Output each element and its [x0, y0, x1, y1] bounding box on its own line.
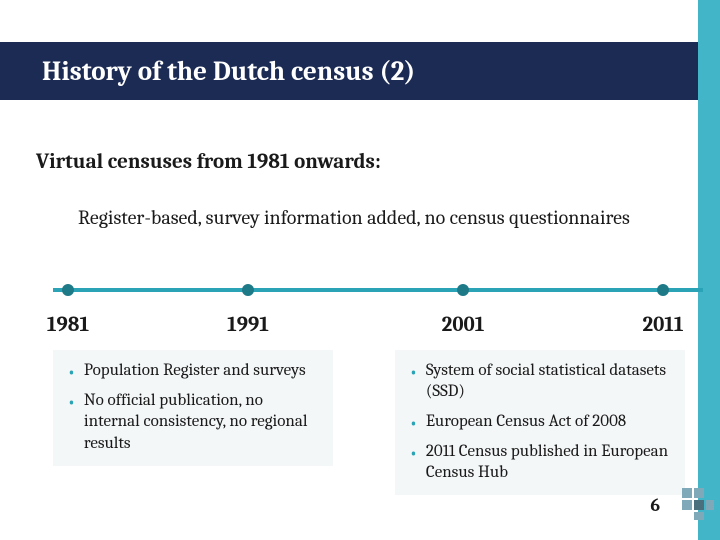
bullet-icon: • — [67, 392, 76, 412]
year-label-2: 2001 — [442, 313, 485, 337]
page-number: 6 — [650, 495, 660, 516]
year-label-0: 1981 — [47, 313, 89, 337]
cbs-logo-icon — [680, 486, 716, 522]
bullet-text: European Census Act of 2008 — [426, 411, 626, 432]
bullet-item: • No official publication, no internal c… — [67, 390, 319, 454]
bullet-text: System of social statistical datasets (S… — [426, 360, 671, 403]
bullet-item: • 2011 Census published in European Cens… — [409, 441, 671, 484]
accent-right-border — [698, 0, 720, 540]
bullet-item: • System of social statistical datasets … — [409, 360, 671, 403]
left-bullet-box: • Population Register and surveys • No o… — [53, 350, 333, 466]
bullet-text: 2011 Census published in European Census… — [426, 441, 671, 484]
timeline-dot-0 — [62, 284, 74, 296]
bullet-item: • European Census Act of 2008 — [409, 411, 671, 433]
bullet-icon: • — [409, 413, 418, 433]
bullet-item: • Population Register and surveys — [67, 360, 319, 382]
year-label-1: 1991 — [227, 313, 269, 337]
bullet-text: No official publication, no internal con… — [84, 390, 319, 454]
timeline-dot-2 — [457, 284, 469, 296]
bullet-icon: • — [67, 362, 76, 382]
title-bar: History of the Dutch census (2) — [0, 42, 698, 100]
bullet-text: Population Register and surveys — [84, 360, 306, 381]
slide-title: History of the Dutch census (2) — [42, 56, 415, 87]
subtitle: Virtual censuses from 1981 onwards: — [36, 150, 381, 174]
bullet-icon: • — [409, 443, 418, 463]
bullet-icon: • — [409, 362, 418, 382]
timeline-dot-3 — [657, 284, 669, 296]
year-label-3: 2011 — [642, 313, 683, 337]
timeline-dot-1 — [242, 284, 254, 296]
timeline-line — [53, 288, 703, 292]
description-text: Register-based, survey information added… — [78, 205, 638, 231]
right-bullet-box: • System of social statistical datasets … — [395, 350, 685, 495]
